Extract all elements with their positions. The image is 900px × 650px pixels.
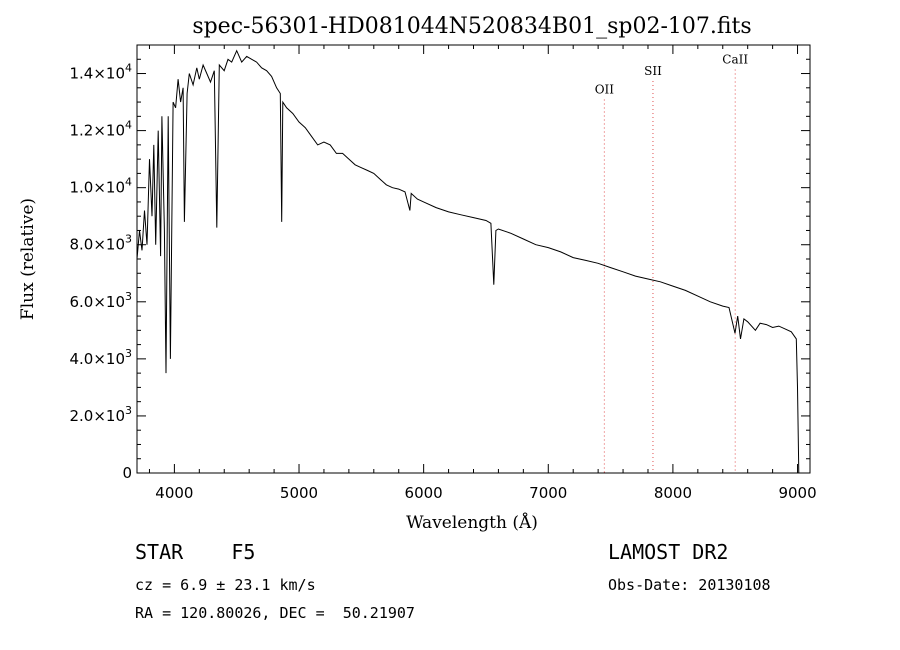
y-tick-exponent: 3 (125, 233, 132, 246)
x-tick-label: 9000 (778, 484, 816, 502)
x-axis-label: Wavelength (Å) (406, 512, 538, 533)
y-tick-mantissa: 6.0×10 (69, 293, 125, 311)
y-tick-exponent: 4 (125, 119, 132, 132)
line-label-oii: OII (595, 83, 615, 97)
y-tick-label: 0 (122, 464, 132, 482)
y-tick-label: 4.0×103 (69, 347, 132, 368)
y-tick-exponent: 3 (125, 290, 132, 303)
x-tick-label: 6000 (405, 484, 443, 502)
y-tick-exponent: 4 (125, 62, 132, 75)
y-tick-label: 6.0×103 (69, 290, 132, 311)
y-tick-exponent: 3 (125, 404, 132, 417)
y-tick-label: 1.4×104 (69, 62, 132, 83)
x-tick-label: 8000 (654, 484, 692, 502)
chart-title: spec-56301-HD081044N520834B01_sp02-107.f… (192, 14, 751, 39)
y-tick-label: 8.0×103 (69, 233, 132, 254)
y-tick-exponent: 3 (125, 347, 132, 360)
survey-name: LAMOST DR2 (608, 540, 729, 564)
x-tick-label: 5000 (280, 484, 318, 502)
y-tick-label: 1.2×104 (69, 119, 132, 140)
y-tick-label: 2.0×103 (69, 404, 132, 425)
y-axis-label: Flux (relative) (18, 198, 38, 320)
y-tick-mantissa: 1.4×10 (69, 65, 125, 83)
line-label-sii: SII (644, 64, 662, 78)
x-tick-label: 7000 (529, 484, 567, 502)
spectrum-line (136, 49, 800, 474)
observation-date: Obs-Date: 20130108 (608, 576, 771, 594)
y-tick-mantissa: 4.0×10 (69, 350, 125, 368)
object-class: STAR F5 (135, 540, 256, 564)
y-tick-mantissa: 8.0×10 (69, 236, 125, 254)
y-tick-label: 1.0×104 (69, 176, 132, 197)
redshift-velocity: cz = 6.9 ± 23.1 km/s (135, 576, 316, 594)
y-tick-mantissa: 2.0×10 (69, 407, 125, 425)
y-tick-mantissa: 0 (122, 464, 132, 482)
x-axis-ticks: 4000 5000 6000 7000 8000 9000 (148, 45, 817, 502)
y-axis-ticks: 02.0×1034.0×1036.0×1038.0×1031.0×1041.2×… (69, 58, 810, 482)
y-tick-mantissa: 1.2×10 (69, 122, 125, 140)
line-label-caii: CaII (722, 53, 748, 67)
spectral-line-markers: OII SII CaII (595, 53, 748, 473)
coordinates: RA = 120.80026, DEC = 50.21907 (135, 604, 415, 622)
y-tick-mantissa: 1.0×10 (69, 179, 125, 197)
plot-frame (136, 44, 811, 474)
x-tick-label: 4000 (155, 484, 193, 502)
y-tick-exponent: 4 (125, 176, 132, 189)
